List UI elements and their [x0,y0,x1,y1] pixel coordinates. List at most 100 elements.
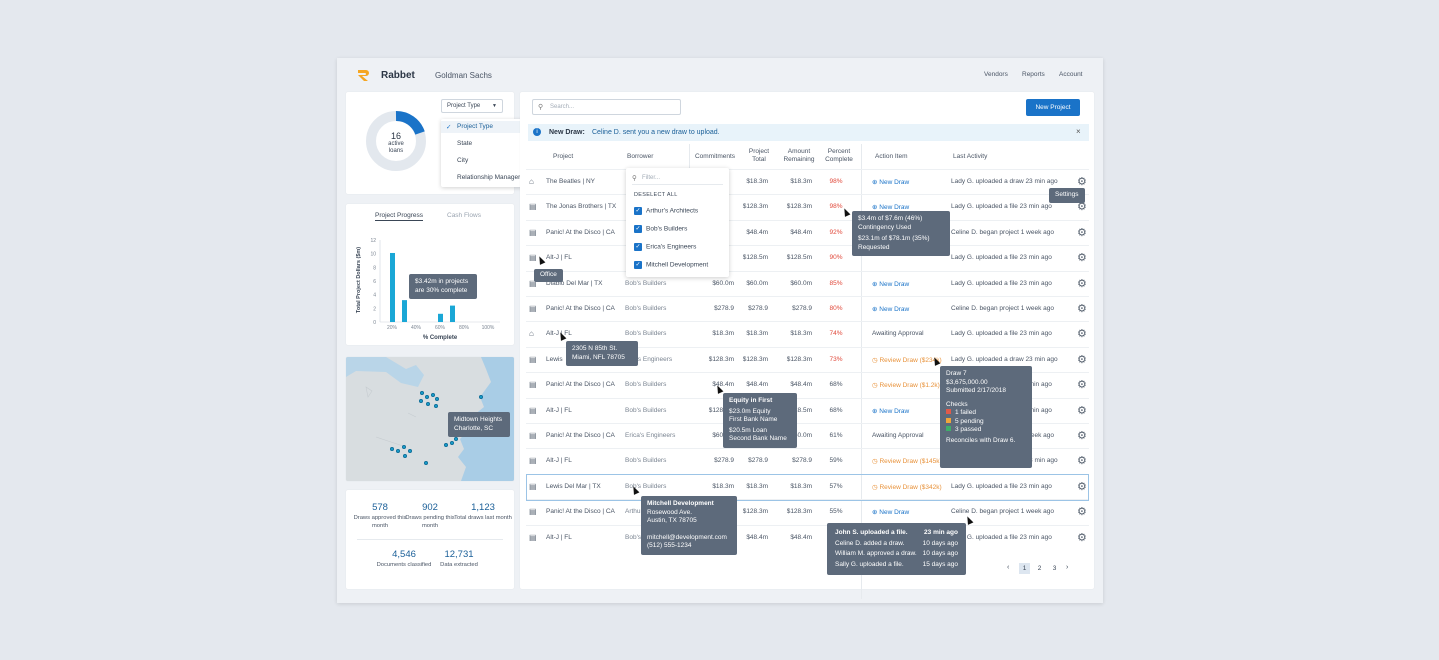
map-marker[interactable] [431,393,435,397]
last-activity[interactable]: Celine D. began project 1 week ago [951,305,1054,312]
gear-icon[interactable]: ⚙ [1077,176,1087,188]
page-2[interactable]: 2 [1037,565,1042,572]
map-marker[interactable] [420,391,424,395]
col-action-item[interactable]: Action Item [875,153,908,160]
search-input[interactable]: ⚲ Search... [532,99,681,115]
table-row[interactable]: ▤ Panic! At the Disco | CA Arthur's $128.3m… [526,499,1089,524]
project-name[interactable]: Panic! At the Disco | CA [546,432,615,439]
tab-cash-flows[interactable]: Cash Flows [447,212,481,219]
col-project-total[interactable]: Project Total [748,148,770,163]
new-draw-link[interactable]: ⊕ New Draw [872,305,909,313]
table-row[interactable]: ▤ Alt-J | FL $128.5m $128.5m 90% Lady G. uplo… [526,245,1089,270]
project-type-select[interactable]: Project Type ▼ [441,99,503,113]
map-marker[interactable] [479,395,483,399]
table-row[interactable]: ▤Alt-J | FLBob's$48.4m$48.4m$48.4m46%Lad… [526,524,1089,550]
gear-icon[interactable]: ⚙ [1077,328,1087,341]
table-row[interactable]: ▤ Lewis Bob's Engineers $128.3m $128.3m $128.… [526,346,1089,372]
borrower-name[interactable]: Bob's [625,533,642,541]
map-marker[interactable] [396,449,400,453]
review-draw-link[interactable]: ◷ Review Draw ($1.2k) [872,381,940,389]
new-draw-link[interactable]: ⊕ New Draw [872,280,909,288]
last-activity[interactable]: Celine D. began project 1 week ago [951,508,1054,516]
nav-reports[interactable]: Reports [1022,71,1045,78]
project-map[interactable]: Midtown Heights Charlotte, SC [346,357,514,481]
last-activity[interactable]: Celine D. began project 1 week ago [951,228,1054,236]
project-name[interactable]: Lewis Del Mar | TX [546,482,601,490]
borrower-filter-input[interactable]: ⚲ Filter... [632,173,723,185]
gear-icon[interactable]: ⚙ [1077,404,1087,417]
borrower-name[interactable]: Bob's Builders [625,305,667,312]
dropdown-option-state[interactable]: State [457,140,473,147]
gear-icon[interactable]: ⚙ [1077,430,1087,442]
new-project-button[interactable]: New Project [1026,99,1080,116]
project-name[interactable]: Panic! At the Disco | CA [546,381,615,389]
map-marker[interactable] [419,399,423,403]
project-name[interactable]: Alt-J | FL [546,457,572,465]
last-activity[interactable]: Lady G. uploaded a file 23 min ago [951,330,1052,338]
nav-vendors[interactable]: Vendors [984,71,1008,78]
map-marker[interactable] [435,397,439,401]
last-activity[interactable]: Lady G. uploaded a draw 23 min ago [951,178,1058,185]
new-draw-link[interactable]: ⊕ New Draw [872,407,909,415]
gear-icon[interactable]: ⚙ [1077,480,1087,493]
table-row[interactable]: ▤ The Jonas Brothers | TX $128.3m $128.3m 98… [526,194,1089,219]
last-activity[interactable]: Lady G. uploaded a file 23 min ago [951,254,1052,262]
project-name[interactable]: Lewis [546,355,563,363]
gear-icon[interactable]: ⚙ [1077,303,1087,315]
new-draw-link[interactable]: ⊕ New Draw [872,203,909,211]
col-amount-remaining[interactable]: Amount Remaining [783,148,815,163]
project-name[interactable]: Diablo Del Mar | TX [546,279,603,287]
dropdown-option-city[interactable]: City [457,157,469,164]
next-page-icon[interactable]: › [1066,564,1069,571]
last-activity[interactable]: Lady G. uploaded a draw 23 min ago [951,355,1058,363]
map-marker[interactable] [444,443,448,447]
prev-page-icon[interactable]: ‹ [1007,564,1010,571]
checkbox-checked-icon[interactable]: ✓ [634,261,642,269]
checkbox-checked-icon[interactable]: ✓ [634,207,642,215]
gear-icon[interactable]: ⚙ [1077,201,1087,214]
last-activity[interactable]: Lady G. uploaded a file 23 min ago [951,482,1052,490]
project-name[interactable]: Alt-J | FL [546,406,572,414]
project-name[interactable]: Alt-J | FL [546,330,572,338]
last-activity[interactable]: Lady G. uploaded a file 23 min ago [951,279,1052,287]
last-activity[interactable]: Lady G. uploaded a file 23 min ago [951,533,1052,541]
gear-icon[interactable]: ⚙ [1077,506,1087,519]
checkbox-checked-icon[interactable]: ✓ [634,225,642,233]
table-row[interactable]: ⌂ The Beatles | NY $18.3m $18.3m 98% ⊕ New Dr… [526,169,1089,194]
map-marker[interactable] [403,454,407,458]
filter-item-ericas[interactable]: ✓ Erica's Engineers [634,243,696,251]
filter-item-bobs[interactable]: ✓ Bob's Builders [634,225,687,233]
map-marker[interactable] [425,395,429,399]
map-marker[interactable] [454,437,458,441]
new-draw-link[interactable]: ⊕ New Draw [872,178,909,186]
project-name[interactable]: Panic! At the Disco | CA [546,228,615,236]
page-1[interactable]: 1 [1019,563,1030,574]
map-marker[interactable] [402,445,406,449]
borrower-name[interactable]: Arthur's [625,508,648,516]
gear-icon[interactable]: ⚙ [1077,455,1087,468]
project-name[interactable]: Alt-J | FL [546,254,572,262]
filter-item-arthurs[interactable]: ✓ Arthur's Architects [634,207,698,215]
map-marker[interactable] [424,461,428,465]
gear-icon[interactable]: ⚙ [1077,252,1087,265]
project-name[interactable]: Panic! At the Disco | CA [546,508,615,516]
col-project[interactable]: Project [553,153,574,160]
gear-icon[interactable]: ⚙ [1077,379,1087,392]
dropdown-option-relationship-manager[interactable]: Relationship Manager [457,174,521,181]
borrower-name[interactable]: Bob's Builders [625,457,667,465]
gear-icon[interactable]: ⚙ [1077,531,1087,544]
table-row[interactable]: ▤ Panic! At the Disco | CA Bob's Builders $… [526,296,1089,321]
table-row[interactable]: ⌂ Alt-J | FL Bob's Builders $18.3m $18.3m $18… [526,321,1089,346]
col-borrower[interactable]: Borrower [627,153,654,160]
borrower-name[interactable]: Bob's Builders [625,406,667,414]
project-name[interactable]: Alt-J | FL [546,533,572,541]
deselect-all-link[interactable]: DESELECT ALL [634,192,678,198]
review-draw-link[interactable]: ◷ Review Draw ($342k) [872,483,942,491]
project-name[interactable]: The Beatles | NY [546,178,596,185]
dropdown-option-project-type[interactable]: Project Type [457,123,494,130]
project-name[interactable]: The Jonas Brothers | TX [546,203,617,211]
new-draw-link[interactable]: ⊕ New Draw [872,508,909,516]
borrower-name[interactable]: Erica's Engineers [625,432,676,439]
filter-item-mitchell[interactable]: ✓ Mitchell Development [634,261,708,269]
gear-icon[interactable]: ⚙ [1077,277,1087,290]
